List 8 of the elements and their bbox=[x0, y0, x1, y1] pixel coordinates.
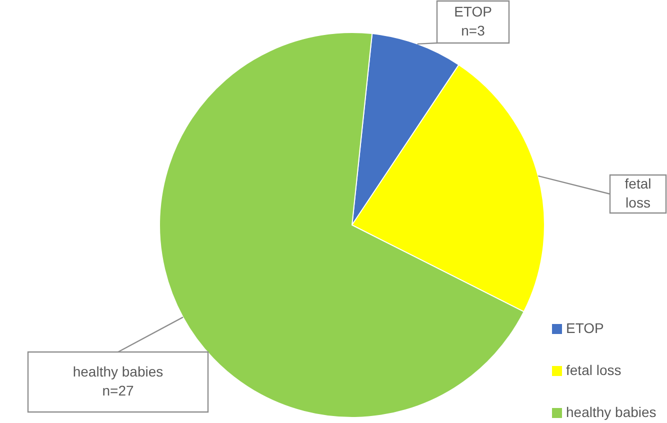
slice-label: healthy babies bbox=[72, 363, 164, 380]
data-label: n=27 bbox=[102, 382, 134, 398]
legend-label: healthy babies bbox=[566, 404, 656, 420]
data-label: n=3 bbox=[461, 22, 486, 38]
slice-label: ETOP bbox=[454, 3, 492, 20]
slice-label: fetal loss bbox=[624, 175, 652, 210]
legend-label: ETOP bbox=[566, 320, 604, 336]
legend-label: fetal loss bbox=[566, 362, 622, 378]
